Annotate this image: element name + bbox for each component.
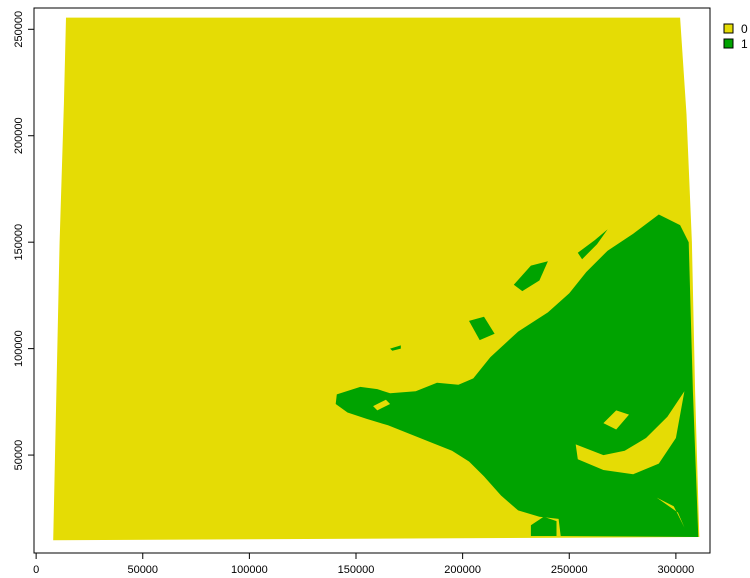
class-1-region-4: [390, 345, 401, 351]
plot-frame: [33, 7, 711, 554]
legend-label-1: 1: [741, 37, 748, 51]
y-tick-label: 250000: [13, 11, 25, 48]
x-tick-label: 100000: [231, 564, 268, 576]
class-0-patch-0: [575, 391, 685, 475]
x-tick-label: 150000: [338, 564, 375, 576]
x-tick-label: 300000: [658, 564, 695, 576]
x-tick-label: 0: [33, 564, 39, 576]
raster-layer: [53, 17, 700, 541]
legend-swatch-1: [723, 38, 734, 49]
class-1-region-5: [530, 516, 557, 536]
class-1-region-3: [577, 229, 608, 260]
class-1-region-1: [469, 316, 495, 341]
legend-label-0: 0: [741, 22, 748, 36]
y-tick-label: 150000: [13, 224, 25, 261]
y-axis: 50000 100000 150000 200000 250000: [13, 11, 34, 470]
y-tick-label: 200000: [13, 117, 25, 154]
x-tick-label: 200000: [444, 564, 481, 576]
class-0-patch-3: [373, 399, 391, 411]
legend: 01: [723, 22, 748, 51]
x-tick-label: 250000: [551, 564, 588, 576]
class-0-patch-2: [603, 410, 629, 430]
y-tick-label: 50000: [13, 440, 25, 471]
legend-swatch-0: [723, 23, 734, 34]
y-tick-label: 100000: [13, 330, 25, 367]
class-1-region-2: [513, 261, 548, 292]
x-tick-label: 50000: [127, 564, 158, 576]
x-axis: 0 50000 100000 150000 200000 250000 300000: [33, 553, 694, 576]
